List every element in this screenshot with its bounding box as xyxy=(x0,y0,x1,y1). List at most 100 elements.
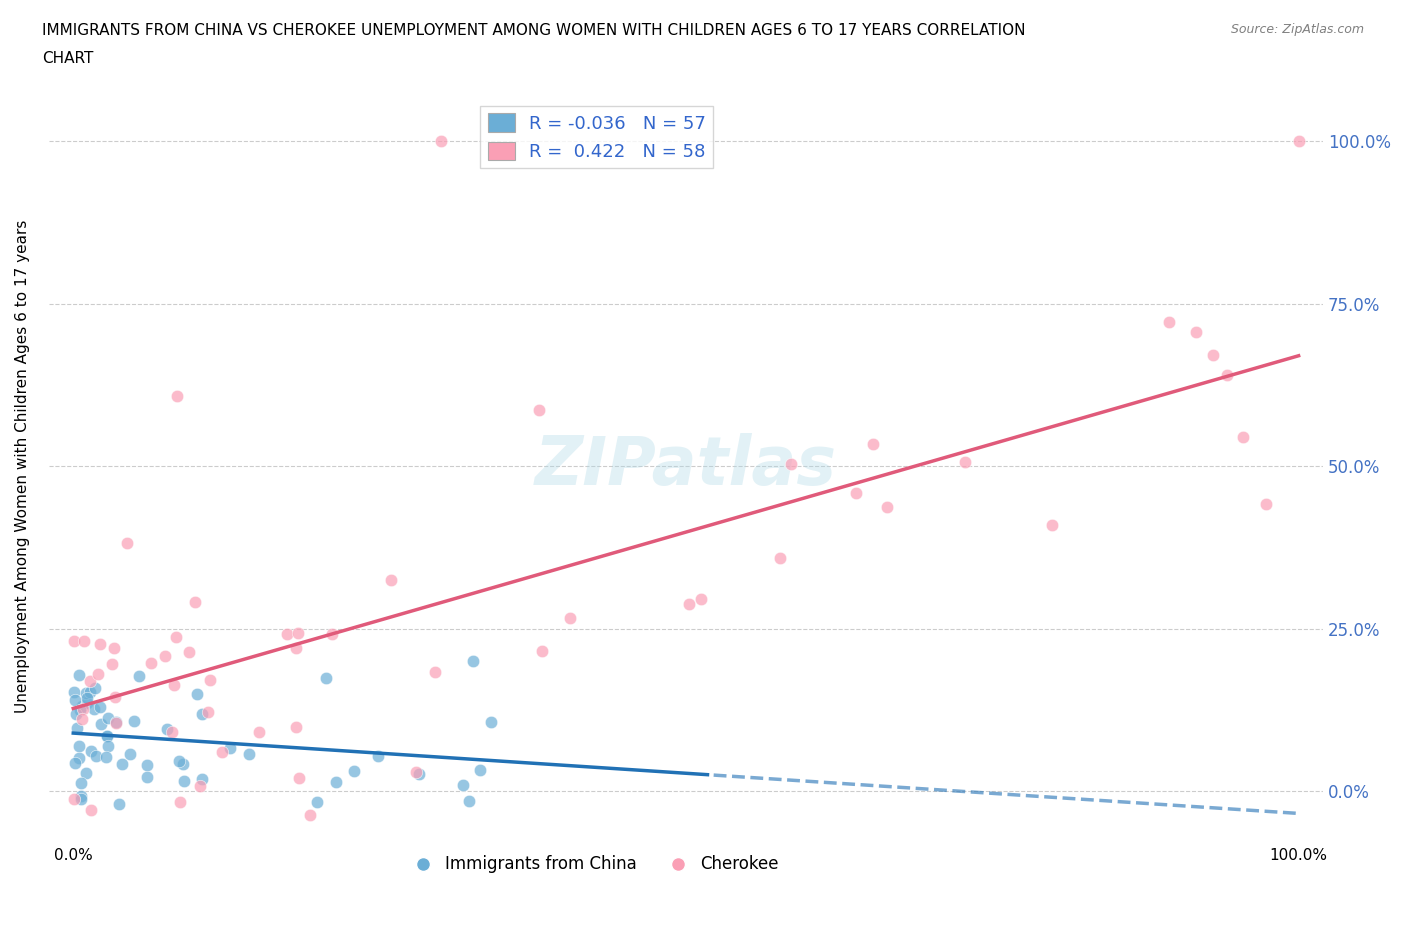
Point xyxy=(191,707,214,722)
Point xyxy=(89,699,111,714)
Point xyxy=(76,695,98,710)
Point xyxy=(276,627,298,642)
Point xyxy=(188,779,211,794)
Point xyxy=(1288,134,1310,149)
Point xyxy=(141,656,163,671)
Point xyxy=(769,551,792,565)
Point xyxy=(156,722,179,737)
Point xyxy=(63,684,86,699)
Point xyxy=(79,743,101,758)
Point xyxy=(67,738,90,753)
Point xyxy=(408,766,430,781)
Point xyxy=(65,706,87,721)
Point xyxy=(70,711,93,726)
Point xyxy=(173,773,195,788)
Point xyxy=(87,667,110,682)
Point xyxy=(955,455,977,470)
Point xyxy=(423,664,446,679)
Point xyxy=(186,686,208,701)
Point xyxy=(1040,517,1063,532)
Point xyxy=(75,685,97,700)
Point xyxy=(79,673,101,688)
Point xyxy=(1232,429,1254,444)
Point xyxy=(89,637,111,652)
Point xyxy=(380,573,402,588)
Point xyxy=(453,777,475,792)
Point xyxy=(62,791,84,806)
Point xyxy=(172,756,194,771)
Point xyxy=(101,657,124,671)
Point xyxy=(165,630,187,644)
Point xyxy=(69,751,91,765)
Point xyxy=(70,698,93,713)
Point xyxy=(96,750,118,764)
Point xyxy=(83,702,105,717)
Point xyxy=(111,756,134,771)
Point xyxy=(177,644,200,659)
Point xyxy=(558,611,581,626)
Point xyxy=(83,680,105,695)
Point xyxy=(325,775,347,790)
Point xyxy=(79,684,101,699)
Text: ZIPatlas: ZIPatlas xyxy=(534,433,837,499)
Point xyxy=(468,763,491,777)
Legend: Immigrants from China, Cherokee: Immigrants from China, Cherokee xyxy=(408,849,785,880)
Point xyxy=(211,744,233,759)
Point xyxy=(96,728,118,743)
Point xyxy=(128,669,150,684)
Point xyxy=(136,758,159,773)
Point xyxy=(73,633,96,648)
Point xyxy=(115,536,138,551)
Point xyxy=(285,640,308,655)
Point xyxy=(845,485,868,500)
Point xyxy=(69,788,91,803)
Point xyxy=(79,803,101,817)
Point xyxy=(779,457,801,472)
Point xyxy=(1157,314,1180,329)
Point xyxy=(1185,325,1208,339)
Point xyxy=(163,677,186,692)
Point xyxy=(299,807,322,822)
Point xyxy=(107,796,129,811)
Point xyxy=(531,644,554,658)
Point xyxy=(184,594,207,609)
Point xyxy=(63,693,86,708)
Point xyxy=(65,756,87,771)
Point xyxy=(457,793,479,808)
Point xyxy=(343,764,366,778)
Point xyxy=(218,741,240,756)
Point xyxy=(191,771,214,786)
Point xyxy=(315,671,337,685)
Point xyxy=(463,654,485,669)
Point xyxy=(75,765,97,780)
Point xyxy=(160,724,183,739)
Point xyxy=(66,721,89,736)
Point xyxy=(247,724,270,739)
Point xyxy=(529,403,551,418)
Point xyxy=(105,715,128,730)
Point xyxy=(166,388,188,403)
Point xyxy=(76,691,98,706)
Point xyxy=(97,711,120,725)
Point xyxy=(84,749,107,764)
Point xyxy=(430,134,453,149)
Point xyxy=(90,717,112,732)
Point xyxy=(285,720,308,735)
Point xyxy=(238,747,260,762)
Point xyxy=(122,713,145,728)
Point xyxy=(104,690,127,705)
Point xyxy=(678,596,700,611)
Point xyxy=(405,764,427,779)
Point xyxy=(96,728,118,743)
Point xyxy=(97,738,120,753)
Point xyxy=(200,672,222,687)
Point xyxy=(287,626,309,641)
Point xyxy=(63,634,86,649)
Point xyxy=(169,795,191,810)
Point xyxy=(1201,347,1223,362)
Point xyxy=(690,591,713,606)
Point xyxy=(69,668,91,683)
Point xyxy=(169,754,191,769)
Text: Source: ZipAtlas.com: Source: ZipAtlas.com xyxy=(1230,23,1364,36)
Point xyxy=(305,794,328,809)
